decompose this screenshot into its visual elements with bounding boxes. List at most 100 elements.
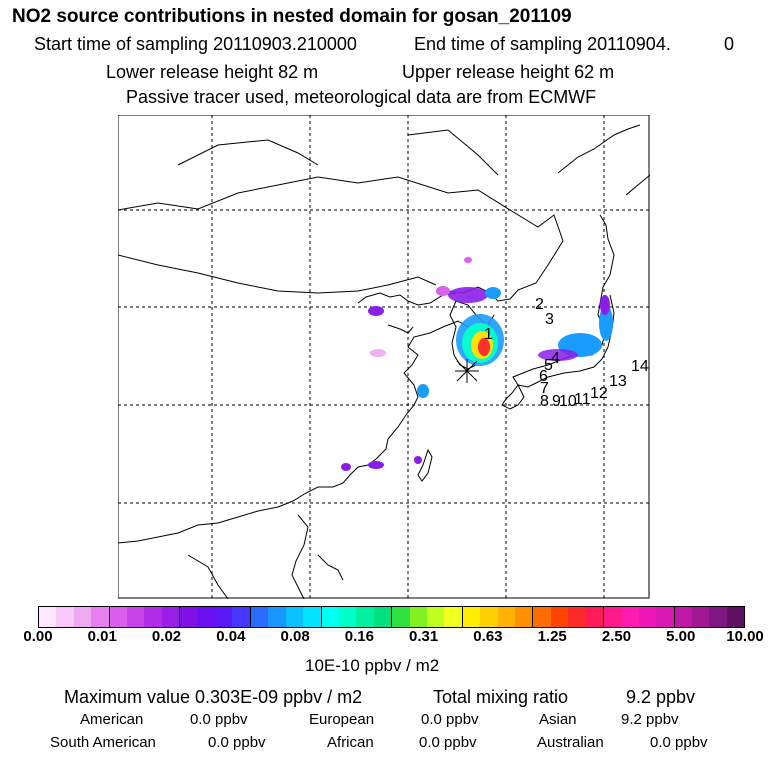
colorbar-swatch [426,607,445,627]
hokkaido [625,174,650,196]
colorbar-swatch [56,607,74,627]
colorbar-swatch [409,607,427,627]
chart-title: NO2 source contributions in nested domai… [12,6,572,27]
colorbar-swatch [656,607,674,627]
colorbar-swatch [127,607,145,627]
region-number: 13 [609,373,627,390]
region-number: 11 [574,391,591,408]
colorbar-tick-label: 10.00 [726,628,764,645]
asian-value: 9.2 ppbv [621,711,679,728]
colorbar-swatch [461,607,481,627]
colorbar-tick-label: 0.16 [344,628,374,645]
colorbar-tick-label: 2.50 [601,628,632,645]
colorbar-swatch [356,607,374,627]
colorbar-tick-label: 0.02 [151,628,182,645]
colorbar-swatch [497,607,515,627]
bohai-coast [357,292,457,306]
colorbar-swatch [603,607,622,627]
colorbar-tick-label: 0.63 [473,628,503,645]
region-number: 2 [535,296,544,313]
taiwan [417,448,433,482]
maximum-value: Maximum value 0.303E-09 ppbv / m2 [64,687,363,707]
colorbar-swatch [692,607,710,627]
colorbar-tick-label: 1.25 [537,628,567,645]
map-grid [118,115,650,599]
colorbar-swatch [391,607,410,627]
colorbar-swatch [285,607,304,627]
mongolia-border [118,254,437,294]
colorbar-swatch [726,607,745,627]
colorbar-swatch [39,607,57,627]
colorbar-tick-label: 0.01 [87,628,117,645]
colorbar-tick-label: 0.04 [216,628,246,645]
colorbar-swatch [444,607,462,627]
total-mixing-ratio-label: Total mixing ratio [433,687,569,707]
region-number: 6 [539,368,548,385]
colorbar-tick-label: 0.00 [23,628,53,645]
asian-label: Asian [539,711,577,728]
end-time-suffix: 0 [724,34,735,54]
map-coastlines [118,124,650,599]
colorbar-swatch [621,607,639,627]
colorbar-swatch [144,607,162,627]
south-american-label: South American [50,734,156,751]
american-value: 0.0 ppbv [190,711,248,728]
japan-honshu [512,214,615,388]
south-american-value: 0.0 ppbv [208,734,266,751]
colorbar-tick-label: 0.31 [409,628,439,645]
colorbar-swatch [303,607,321,627]
colorbar-swatch [568,607,586,627]
map-panel [118,115,650,599]
australian-label: Australian [537,734,604,751]
colorbar-swatch [550,607,569,627]
region-number: 12 [590,385,608,402]
colorbar-swatch [320,607,339,627]
colorbar-swatch [514,607,533,627]
region-number: 9 [552,393,561,410]
region-number: 14 [631,358,649,375]
shandong-coast [387,324,414,334]
colorbar-swatch [108,607,128,627]
colorbar-swatch [73,607,92,627]
colorbar-swatch [673,607,693,627]
region-number: 8 [540,393,549,410]
colorbar-tick-label: 5.00 [666,628,696,645]
upper-release-height: Upper release height 62 m [402,62,615,82]
total-mixing-ratio-value: 9.2 ppbv [626,687,696,707]
lake-outline [177,139,319,166]
colorbar-swatch [232,607,250,627]
australian-value: 0.0 ppbv [650,734,708,751]
lower-release-height: Lower release height 82 m [106,62,319,82]
region-number: 4 [551,350,560,367]
receptor-star-icon [455,359,479,383]
colorbar-swatch [268,607,286,627]
colorbar-swatch [249,607,269,627]
colorbar-swatch [480,607,498,627]
colorbar-swatch [91,607,109,627]
colorbar-swatch [585,607,603,627]
sakhalin [557,124,641,174]
start-time-label: Start time of sampling 20110903.210000 [34,34,357,54]
colorbar-swatch [638,607,657,627]
concentration-field [341,257,613,471]
african-label: African [327,734,374,751]
american-label: American [80,711,144,728]
region-number: 5 [544,357,553,374]
european-label: European [309,711,375,728]
colorbar-swatch [161,607,180,627]
colorbar-swatch [197,607,216,627]
colorbar-swatch [709,607,727,627]
colorbar-swatch [179,607,198,627]
colorbar-swatch [532,607,551,627]
colorbar [38,606,745,628]
colorbar-swatch [215,607,233,627]
region-number: 10 [559,393,577,410]
colorbar-swatch [373,607,392,627]
china-coast [118,314,495,544]
region-number: 1 [484,326,493,343]
region-number: 3 [545,311,554,328]
colorbar-swatch [338,607,357,627]
colorbar-tick-label: 0.08 [280,628,310,645]
region-number: 7 [540,380,549,397]
tracer-note: Passive tracer used, meteorological data… [126,87,597,107]
